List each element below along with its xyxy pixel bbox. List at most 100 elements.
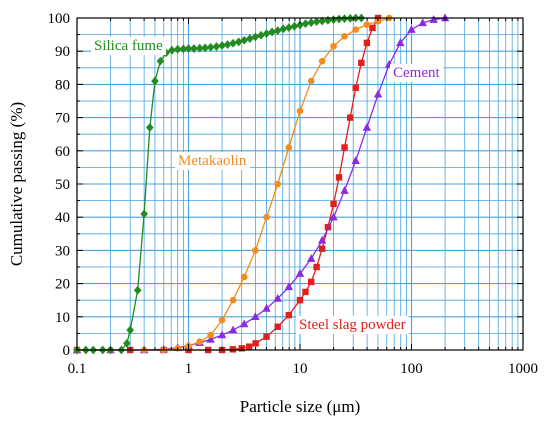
steel-slag-powder-marker <box>245 343 253 350</box>
y-tick-label: 60 <box>55 144 70 160</box>
cement-marker <box>251 312 260 320</box>
cement-marker <box>284 282 294 291</box>
y-tick-label: 80 <box>55 77 70 93</box>
steel-slag-powder-marker <box>369 24 376 32</box>
y-axis-tick-labels: 0 10 20 30 40 50 60 70 80 90 100 <box>48 11 71 359</box>
metakaolin-marker <box>196 338 203 346</box>
metakaolin-marker <box>363 21 371 28</box>
silica-fume-marker <box>318 16 326 26</box>
y-tick-label: 30 <box>55 243 70 259</box>
cement-marker <box>295 269 305 277</box>
steel-slag-powder-marker <box>347 114 354 121</box>
metakaolin-marker <box>218 316 226 324</box>
silica-fume-marker <box>184 44 193 53</box>
metakaolin-label-bg <box>175 152 250 170</box>
y-tick-label: 50 <box>55 177 70 193</box>
y-tick-label: 70 <box>55 111 70 127</box>
cement-marker <box>351 156 360 164</box>
silica-fume-marker <box>240 35 249 45</box>
cement-marker <box>329 212 338 221</box>
silica-fume-marker <box>340 14 349 24</box>
steel-slag-powder-marker <box>252 340 259 347</box>
y-tick-label: 90 <box>55 44 70 60</box>
cement-marker <box>228 325 238 334</box>
silica-fume-marker <box>268 27 276 37</box>
steel-slag-powder-marker <box>341 144 348 151</box>
silica-fume-marker <box>246 34 254 43</box>
silica-fume-marker <box>301 19 310 29</box>
y-tick-label: 40 <box>55 210 70 226</box>
steel-slag-powder-marker <box>363 39 371 47</box>
metakaolin-marker <box>285 144 293 151</box>
silica-fume-marker <box>212 42 221 51</box>
silica-fume-marker <box>296 20 304 30</box>
cement-marker <box>429 15 438 23</box>
y-axis-title: Cumulative passing (%) <box>7 102 26 266</box>
cement-marker <box>273 293 282 302</box>
cement-marker <box>206 334 215 343</box>
x-tick-label: 10 <box>293 361 308 377</box>
x-tick-label: 0.1 <box>68 361 87 377</box>
y-tick-label: 100 <box>48 11 71 27</box>
silica-fume-marker <box>223 40 232 49</box>
metakaolin-marker <box>330 42 337 50</box>
cement-label-bg <box>390 64 444 82</box>
steel-slag-powder-label-bg <box>296 316 409 334</box>
metakaolin-marker <box>374 18 382 25</box>
steel-slag-powder-marker <box>296 297 304 304</box>
axis-ticks <box>76 17 524 351</box>
y-tick-label: 0 <box>63 343 71 359</box>
steel-slag-powder-marker <box>285 311 293 319</box>
silica-fume-marker <box>273 26 282 36</box>
steel-slag-powder-marker <box>263 333 270 340</box>
cement-marker <box>407 25 416 33</box>
cement-marker <box>373 89 383 98</box>
silica-fume-marker <box>179 44 188 54</box>
cement-marker <box>262 303 271 312</box>
grid-lines <box>76 18 523 350</box>
steel-slag-powder-marker <box>302 288 309 296</box>
silica-fume-marker <box>257 30 265 40</box>
cement-marker <box>418 18 427 27</box>
steel-slag-powder-marker <box>229 346 237 353</box>
silica-fume-marker <box>234 37 243 47</box>
metakaolin-label: Metakaolin <box>178 153 247 169</box>
silica-fume-marker <box>285 23 293 33</box>
x-tick-label: 1 <box>185 361 193 377</box>
x-tick-label: 100 <box>400 361 423 377</box>
x-axis-tick-labels: 0.1 1 10 100 1000 <box>68 361 538 377</box>
cement-label: Cement <box>393 65 440 81</box>
silica-fume-marker <box>201 43 209 53</box>
silica-fume-marker <box>133 285 142 295</box>
silica-fume-marker <box>290 21 299 31</box>
metakaolin-marker <box>341 32 348 40</box>
series-annotations: Silica fume Metakaolin Cement Steel slag… <box>91 37 444 334</box>
silica-fume-marker <box>190 44 198 53</box>
silica-fume-marker <box>156 56 165 66</box>
steel-slag-powder-marker <box>330 200 337 208</box>
x-axis-title: Particle size (μm) <box>240 397 361 416</box>
steel-slag-powder-marker <box>352 84 359 91</box>
metakaolin-marker <box>307 77 315 85</box>
cement-marker <box>340 186 349 194</box>
silica-fume-marker <box>195 43 204 53</box>
steel-slag-powder-marker <box>324 223 332 231</box>
silica-fume-marker <box>126 325 134 335</box>
silica-fume-marker <box>262 29 271 39</box>
silica-fume-label: Silica fume <box>94 38 163 54</box>
y-tick-label: 20 <box>55 277 70 293</box>
metakaolin-marker <box>274 180 282 188</box>
steel-slag-powder-marker <box>307 278 315 286</box>
metakaolin-marker <box>296 107 304 115</box>
cement-marker <box>240 319 249 328</box>
cement-marker <box>317 235 327 244</box>
metakaolin-marker <box>318 57 326 65</box>
steel-slag-powder-marker <box>358 59 365 67</box>
silica-fume-marker <box>123 338 131 348</box>
cement-marker <box>440 13 450 22</box>
cement-marker <box>306 254 316 262</box>
plot-area <box>72 13 524 355</box>
metakaolin-marker <box>263 213 270 221</box>
silica-fume-marker <box>140 209 148 219</box>
